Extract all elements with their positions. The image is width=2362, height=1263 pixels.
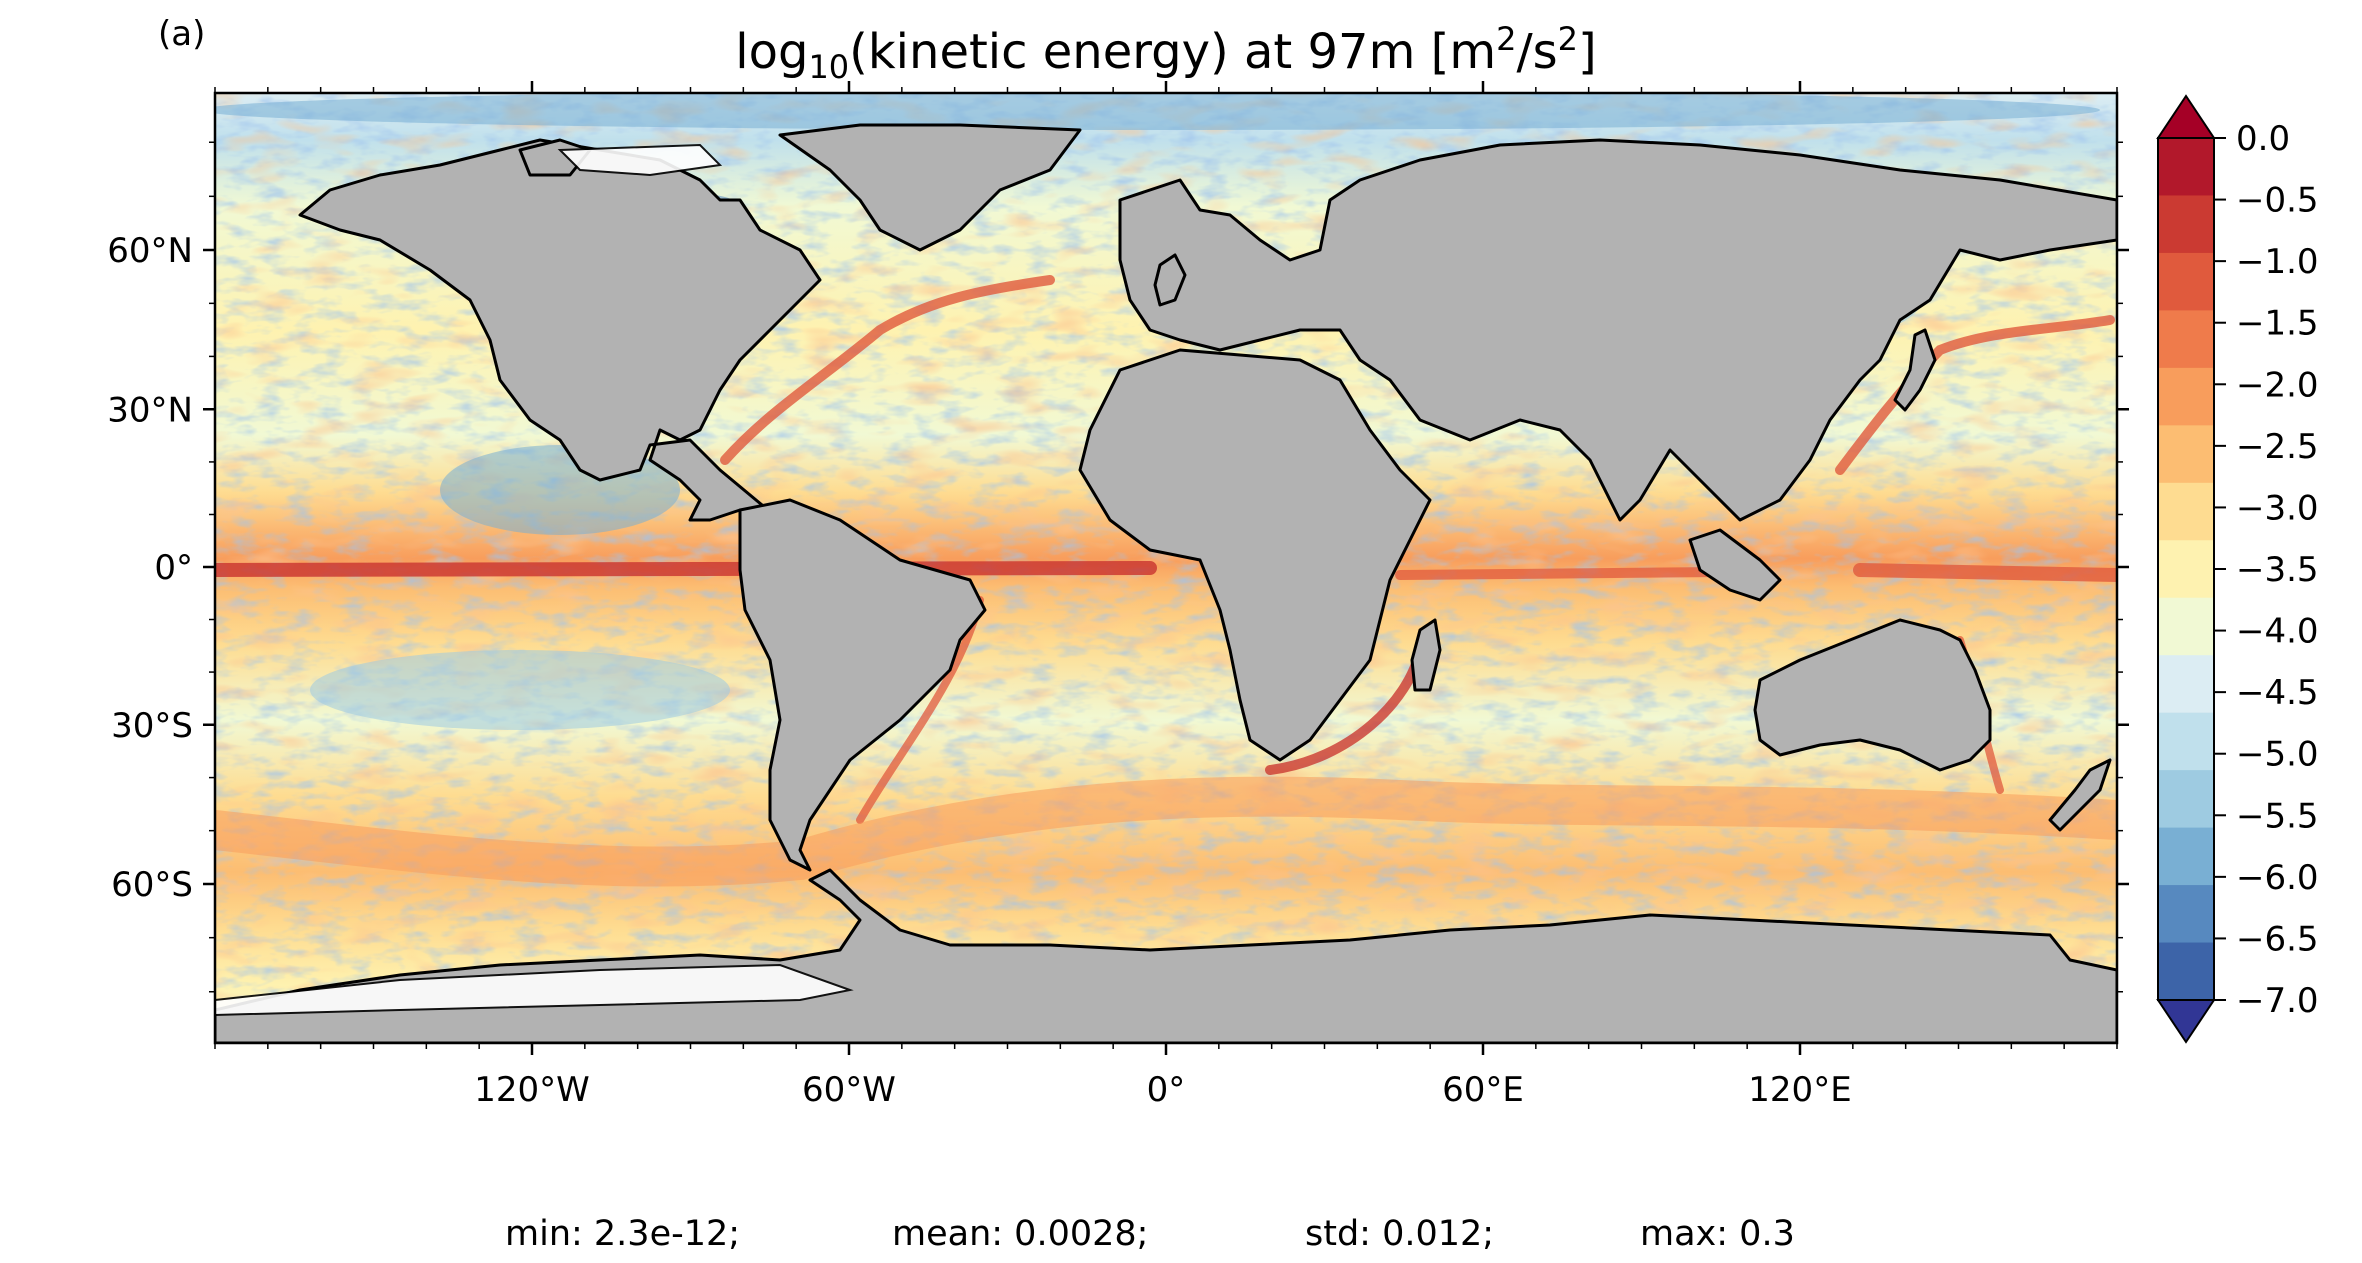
stat-mean: mean: 0.0028; [892, 1214, 1148, 1254]
stat-min: min: 2.3e-12; [505, 1214, 740, 1254]
colorbar-tick-label: −7.0 [2236, 981, 2319, 1021]
title-sup2: 2 [1558, 20, 1578, 58]
colorbar-tick-label: −1.0 [2236, 242, 2319, 282]
equatorial-current-indian [1395, 567, 1725, 580]
title-middle: (kinetic energy) at 97m [m [849, 24, 1496, 80]
missing-data-antarctic-ice [215, 963, 854, 1017]
colorbar-swatch [2158, 367, 2214, 426]
colorbar-tick-label: −2.0 [2236, 365, 2319, 405]
y-tick-label: 60°S [111, 865, 193, 905]
colorbar-swatch [2158, 138, 2214, 196]
colorbar-tick-label: −6.0 [2236, 858, 2319, 898]
map-plot-area [215, 93, 2117, 1043]
colorbar-swatch [2158, 540, 2214, 599]
title-log: log [735, 24, 808, 80]
title-sup1: 2 [1496, 20, 1516, 58]
title-mid2: /s [1516, 24, 1557, 80]
colorbar-extend-max [2156, 94, 2216, 139]
colorbar-tick-label: −4.0 [2236, 612, 2319, 652]
stats-line: min: 2.3e-12; mean: 0.0028; std: 0.012; … [505, 1214, 1795, 1254]
land-maritime-continent [1688, 528, 1782, 602]
colorbar-swatch [2158, 252, 2214, 311]
brazil-current [856, 596, 984, 824]
colorbar-tick-label: −3.5 [2236, 550, 2319, 590]
colorbar-swatch [2158, 597, 2214, 656]
land-uk [1153, 253, 1187, 307]
equatorial-current [215, 561, 1157, 577]
colorbar-tick-label: −4.5 [2236, 673, 2319, 713]
land-japan [1893, 328, 1937, 412]
colorbar: 0.0 −0.5 −1.0 −1.5 −2.0 −2.5 −3.0 −3.5 −4.0 −4.5 −… [2156, 94, 2319, 1044]
colorbar-swatch [2158, 770, 2214, 829]
colorbar-swatch [2158, 655, 2214, 714]
x-axis-ticks: 120°W 60°W 0° 60°E 120°E [214, 81, 2118, 1110]
x-tick-label: 120°W [474, 1070, 590, 1110]
x-tick-label: 60°E [1442, 1070, 1524, 1110]
land-madagascar [1410, 618, 1442, 692]
quiet-region-arctic [215, 93, 2100, 130]
colorbar-swatch [2158, 310, 2214, 369]
stat-max: max: 0.3 [1640, 1214, 1795, 1254]
title-subscript: 10 [808, 48, 849, 86]
y-tick-label: 0° [154, 548, 193, 588]
colorbar-swatch [2158, 712, 2214, 771]
y-axis-ticks: 60°N 30°N 0° 30°S 60°S [107, 141, 2129, 993]
y-tick-label: 30°S [111, 706, 193, 746]
colorbar-tick-label: −3.0 [2236, 488, 2319, 528]
colorbar-swatch [2158, 885, 2214, 944]
colorbar-swatch [2158, 425, 2214, 484]
stat-std: std: 0.012; [1305, 1214, 1494, 1254]
colorbar-tick-label: −0.5 [2236, 181, 2319, 221]
colorbar-swatch [2158, 482, 2214, 541]
colorbar-tick-label: −6.5 [2236, 919, 2319, 959]
land-africa [1078, 348, 1432, 762]
land-new-zealand [2048, 758, 2112, 832]
land-australia [1753, 618, 1992, 772]
colorbar-swatch [2158, 195, 2214, 254]
colorbar-swatch [2158, 942, 2214, 1001]
colorbar-tick-label: −2.5 [2236, 427, 2319, 467]
land-eurasia [1118, 138, 2117, 522]
x-tick-label: 120°E [1748, 1070, 1851, 1110]
colorbar-tick-label: −5.0 [2236, 735, 2319, 775]
colorbar-extend-min [2156, 999, 2216, 1044]
land-greenland [778, 123, 1082, 252]
map-title: log10(kinetic energy) at 97m [m2/s2] [735, 20, 1596, 86]
kuroshio [1835, 315, 2115, 475]
colorbar-swatch [2158, 827, 2214, 886]
colorbar-tick-label: 0.0 [2236, 119, 2290, 159]
title-suffix: ] [1578, 24, 1597, 80]
missing-data-patches [215, 143, 854, 1017]
missing-data-canadian-arctic [557, 143, 723, 177]
antarctic-circumpolar-current [215, 776, 2117, 887]
colorbar-tick-label: −5.5 [2236, 796, 2319, 836]
gulf-stream [720, 275, 1055, 465]
quiet-region-south-pacific [310, 650, 730, 730]
y-tick-label: 60°N [107, 231, 193, 271]
equatorial-current-west-pacific [1853, 563, 2117, 582]
land-south-america [738, 498, 987, 872]
colorbar-tick-label: −1.5 [2236, 304, 2319, 344]
x-tick-label: 0° [1147, 1070, 1186, 1110]
panel-label: (a) [158, 14, 205, 54]
energetic-currents [215, 275, 2117, 887]
y-tick-label: 30°N [107, 390, 193, 430]
x-tick-label: 60°W [802, 1070, 896, 1110]
